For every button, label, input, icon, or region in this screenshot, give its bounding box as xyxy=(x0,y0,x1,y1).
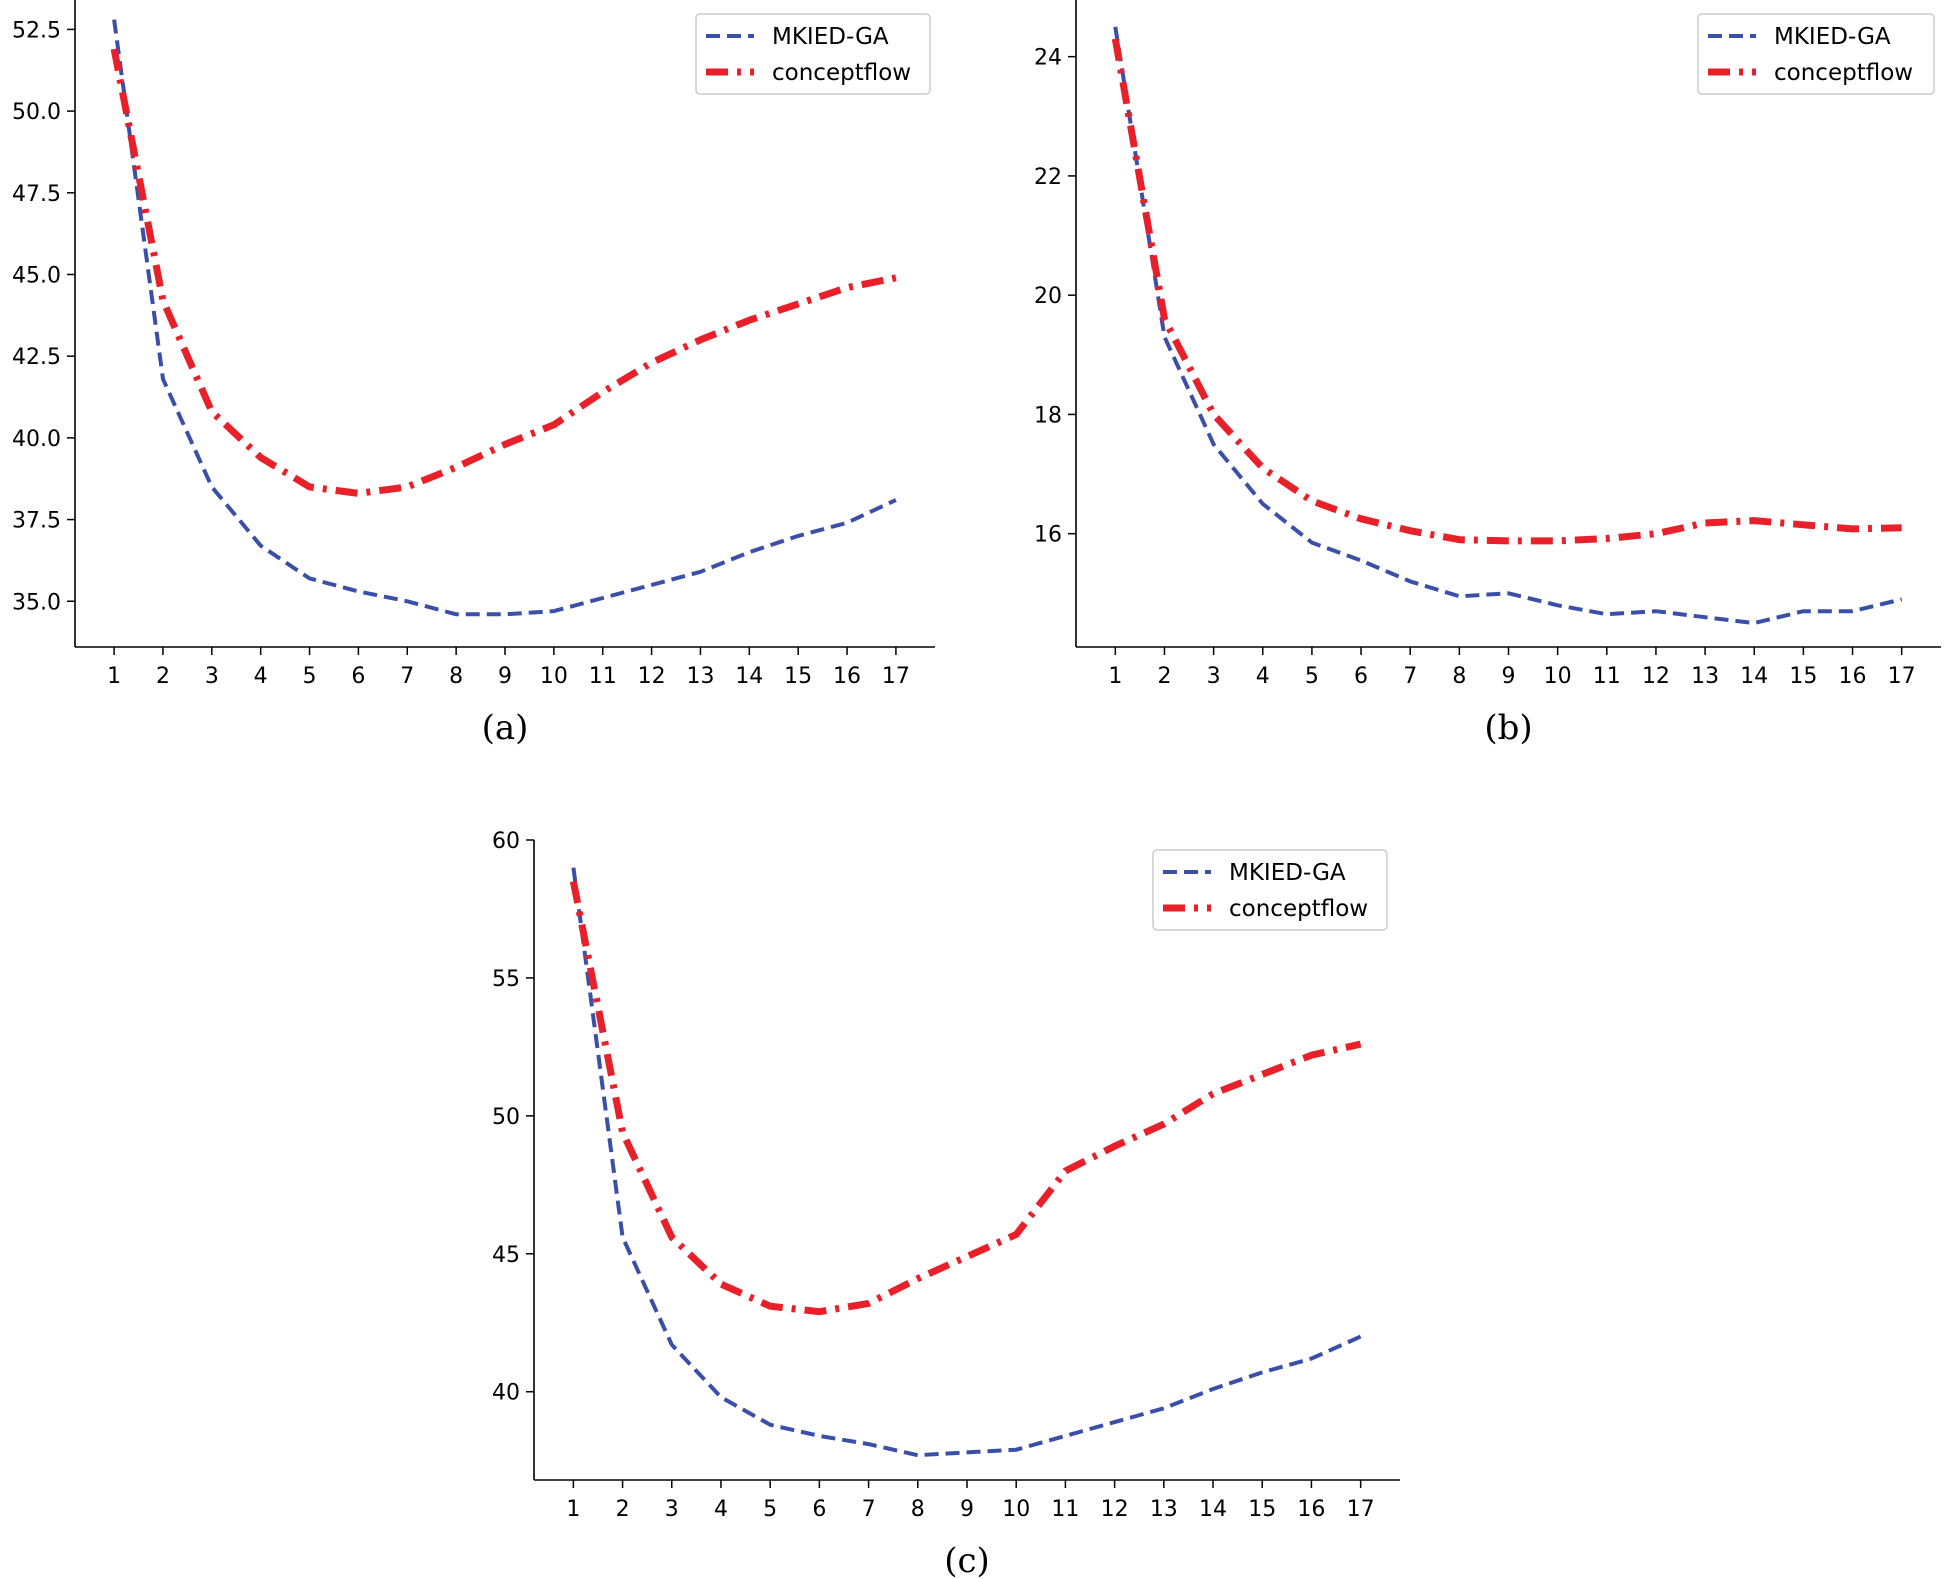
x-tick-label: 3 xyxy=(665,1497,679,1522)
y-tick-label: 50.0 xyxy=(12,100,61,125)
x-tick-label: 12 xyxy=(1642,664,1670,689)
y-tick-label: 50 xyxy=(492,1105,520,1130)
series-line-mkied-ga xyxy=(571,867,1362,1458)
series-line-mkied-ga xyxy=(1113,26,1903,626)
legend-box xyxy=(1152,849,1388,931)
x-tick-label: 12 xyxy=(638,664,666,689)
x-tick-label: 15 xyxy=(1789,664,1817,689)
x-tick-label: 13 xyxy=(686,664,714,689)
x-tick-label: 8 xyxy=(449,664,463,689)
x-tick-label: 1 xyxy=(1108,664,1122,689)
x-tick-label: 1 xyxy=(566,1497,580,1522)
panel-caption: (c) xyxy=(944,1541,990,1579)
y-tick-label: 22 xyxy=(1034,165,1062,190)
x-tick-label: 12 xyxy=(1101,1497,1129,1522)
x-tick-label: 15 xyxy=(1248,1497,1276,1522)
y-tick-label: 42.5 xyxy=(12,345,61,370)
x-tick-label: 17 xyxy=(882,664,910,689)
y-tick-label: 20 xyxy=(1034,284,1062,309)
x-tick-label: 10 xyxy=(540,664,568,689)
y-tick-label: 60 xyxy=(492,829,520,854)
legend-label: conceptflow xyxy=(1774,60,1913,86)
x-tick-label: 14 xyxy=(1740,664,1768,689)
y-tick-label: 35.0 xyxy=(12,590,61,615)
x-tick-label: 6 xyxy=(812,1497,826,1522)
y-tick-label: 40.0 xyxy=(12,427,61,452)
y-tick-label: 55 xyxy=(492,967,520,992)
x-tick-label: 6 xyxy=(1354,664,1368,689)
x-tick-label: 5 xyxy=(763,1497,777,1522)
legend-box xyxy=(1697,13,1935,95)
legend-label: conceptflow xyxy=(1229,896,1368,922)
series-line-conceptflow xyxy=(569,880,1362,1316)
y-tick-label: 24 xyxy=(1034,46,1062,71)
x-tick-label: 5 xyxy=(303,664,317,689)
legend-label: conceptflow xyxy=(772,60,911,86)
x-tick-label: 9 xyxy=(960,1497,974,1522)
x-tick-label: 7 xyxy=(862,1497,876,1522)
x-tick-label: 16 xyxy=(833,664,861,689)
legend-label: MKIED-GA xyxy=(772,24,889,50)
x-tick-label: 9 xyxy=(1502,664,1516,689)
x-tick-label: 5 xyxy=(1305,664,1319,689)
x-tick-label: 11 xyxy=(1593,664,1621,689)
y-tick-label: 52.5 xyxy=(12,18,61,43)
series-line-mkied-ga xyxy=(112,19,897,617)
x-tick-label: 1 xyxy=(107,664,121,689)
chart-panel-a: 35.037.540.042.545.047.550.052.51 2 3 4 5 6 7 8… xyxy=(12,0,935,748)
x-tick-label: 9 xyxy=(498,664,512,689)
y-tick-label: 40 xyxy=(492,1381,520,1406)
x-tick-label: 8 xyxy=(1452,664,1466,689)
y-tick-label: 16 xyxy=(1034,523,1062,548)
x-tick-label: 14 xyxy=(1199,1497,1227,1522)
series-line-conceptflow xyxy=(1111,38,1902,545)
x-tick-label: 10 xyxy=(1544,664,1572,689)
x-tick-label: 16 xyxy=(1839,664,1867,689)
x-tick-label: 10 xyxy=(1002,1497,1030,1522)
y-tick-label: 47.5 xyxy=(12,182,61,207)
x-tick-label: 3 xyxy=(205,664,219,689)
x-tick-label: 4 xyxy=(714,1497,728,1522)
x-tick-label: 13 xyxy=(1150,1497,1178,1522)
y-tick-label: 37.5 xyxy=(12,509,61,534)
x-tick-label: 14 xyxy=(735,664,763,689)
x-tick-label: 2 xyxy=(1157,664,1171,689)
legend-box xyxy=(695,13,931,95)
x-tick-label: 7 xyxy=(1403,664,1417,689)
x-tick-label: 11 xyxy=(1051,1497,1079,1522)
x-tick-label: 17 xyxy=(1347,1497,1375,1522)
legend-label: MKIED-GA xyxy=(1229,860,1346,886)
x-tick-label: 13 xyxy=(1691,664,1719,689)
x-tick-label: 4 xyxy=(1256,664,1270,689)
x-tick-label: 16 xyxy=(1297,1497,1325,1522)
y-tick-label: 45.0 xyxy=(12,263,61,288)
x-tick-label: 4 xyxy=(254,664,268,689)
legend-label: MKIED-GA xyxy=(1774,24,1891,50)
x-tick-label: 17 xyxy=(1888,664,1916,689)
panel-caption: (a) xyxy=(482,708,529,748)
x-tick-label: 3 xyxy=(1207,664,1221,689)
x-tick-label: 15 xyxy=(784,664,812,689)
y-tick-label: 18 xyxy=(1034,403,1062,428)
panel-caption: (b) xyxy=(1484,708,1532,748)
x-tick-label: 6 xyxy=(351,664,365,689)
y-tick-label: 45 xyxy=(492,1243,520,1268)
series-line-conceptflow xyxy=(110,48,897,497)
x-tick-label: 7 xyxy=(400,664,414,689)
x-tick-label: 11 xyxy=(589,664,617,689)
x-tick-label: 2 xyxy=(616,1497,630,1522)
x-tick-label: 8 xyxy=(911,1497,925,1522)
x-tick-label: 2 xyxy=(156,664,170,689)
